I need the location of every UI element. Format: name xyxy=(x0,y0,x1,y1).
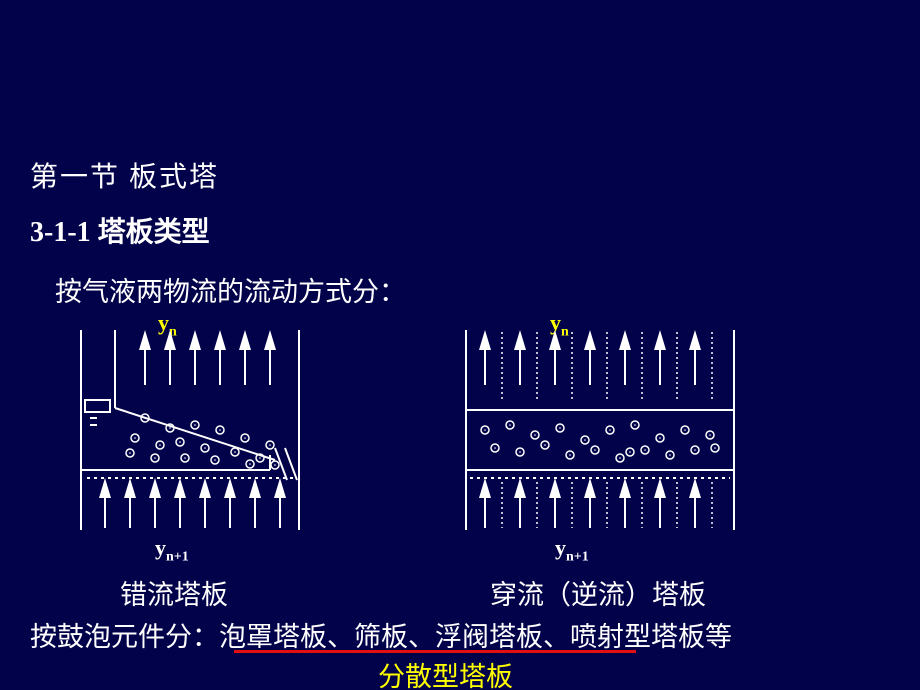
label-yn1-left: yn+1 xyxy=(155,535,189,565)
subsection-title: 3-1-1 塔板类型 xyxy=(30,210,210,250)
caption-crossflow: 错流塔板 xyxy=(120,573,228,612)
section-title: 第一节 板式塔 xyxy=(30,155,219,195)
red-underline xyxy=(234,650,636,653)
label-yn1-right: yn+1 xyxy=(555,535,589,565)
diagram-crossflow xyxy=(75,330,305,530)
diagram-counterflow xyxy=(460,330,740,530)
slide: 第一节 板式塔 3-1-1 塔板类型 按气液两物流的流动方式分： yn yn xyxy=(0,0,920,690)
intro-text: 按气液两物流的流动方式分： xyxy=(55,270,406,309)
dispersed-tray-label: 分散型塔板 xyxy=(378,655,513,690)
line3-list: 泡罩塔板、筛板、浮阀塔板、喷射型塔板等 xyxy=(219,622,732,652)
line3-prefix: 按鼓泡元件分： xyxy=(30,622,219,652)
caption-counterflow: 穿流（逆流）塔板 xyxy=(490,573,706,612)
bubbling-elements-line: 按鼓泡元件分：泡罩塔板、筛板、浮阀塔板、喷射型塔板等 xyxy=(30,615,732,654)
